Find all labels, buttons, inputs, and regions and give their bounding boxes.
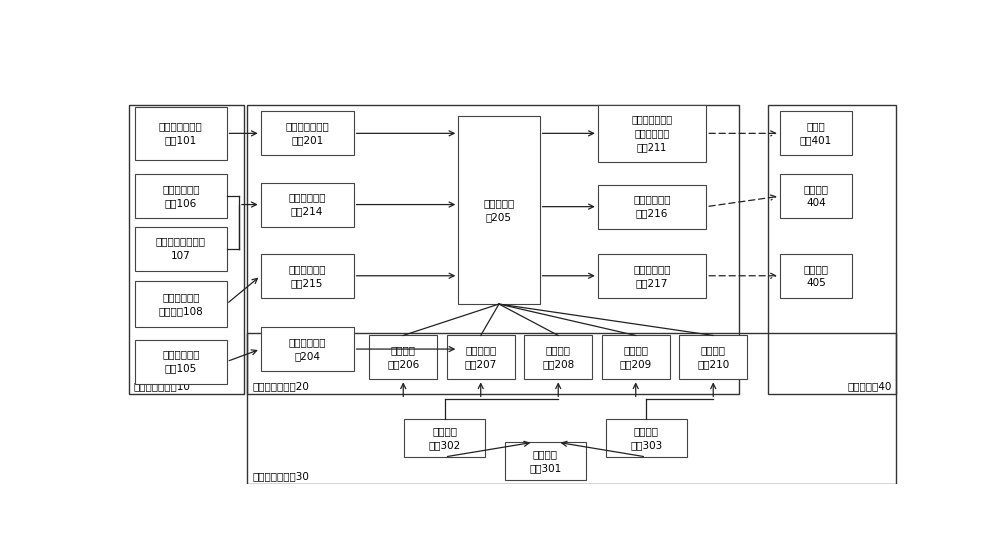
Text: 用户交互子系统30: 用户交互子系统30: [252, 471, 309, 481]
Bar: [129, 105, 244, 394]
Text: 大钩位置测量
单元106: 大钩位置测量 单元106: [162, 184, 200, 208]
Bar: [261, 327, 354, 371]
Text: 泥浆泵泵入钻井
液的速度控制
单元211: 泥浆泵泵入钻井 液的速度控制 单元211: [631, 114, 673, 152]
Text: 动态测量子系统10: 动态测量子系统10: [134, 381, 190, 391]
Text: 泥浆泵泵速测量
单元101: 泥浆泵泵速测量 单元101: [159, 121, 203, 145]
Text: 用户界面
单元301: 用户界面 单元301: [529, 449, 562, 473]
Text: 系统输出
单元303: 系统输出 单元303: [630, 426, 662, 450]
Bar: [598, 105, 706, 162]
Bar: [505, 442, 586, 480]
Bar: [768, 105, 896, 394]
Bar: [458, 115, 540, 304]
Bar: [261, 254, 354, 298]
Bar: [606, 419, 687, 457]
Bar: [780, 112, 852, 156]
Bar: [524, 336, 592, 380]
Text: 大钩位置控制
单元216: 大钩位置控制 单元216: [633, 195, 671, 219]
Text: 工具面采集单
元204: 工具面采集单 元204: [288, 337, 326, 361]
Bar: [598, 254, 706, 298]
Bar: [598, 184, 706, 228]
Text: 用户输入
单元302: 用户输入 单元302: [429, 426, 461, 450]
Bar: [135, 174, 227, 218]
Text: 执行子系统40: 执行子系统40: [847, 381, 891, 391]
Text: 主控程序单
元205: 主控程序单 元205: [483, 198, 515, 222]
Text: 井下随钻测量
单元105: 井下随钻测量 单元105: [162, 350, 200, 374]
Text: 大钩信息采集
单元214: 大钩信息采集 单元214: [288, 193, 326, 217]
Bar: [602, 336, 670, 380]
Text: 泥浆泵泵速采集
单元201: 泥浆泵泵速采集 单元201: [285, 121, 329, 145]
Text: 地层信息
单元208: 地层信息 单元208: [542, 345, 574, 369]
Text: 反馈控制子系统20: 反馈控制子系统20: [252, 381, 309, 391]
Bar: [261, 112, 354, 156]
Bar: [780, 254, 852, 298]
Bar: [447, 336, 515, 380]
Bar: [135, 107, 227, 159]
Bar: [135, 226, 227, 270]
Bar: [404, 419, 485, 457]
Bar: [247, 105, 739, 394]
Bar: [135, 281, 227, 327]
Text: 转盘信息采集
单元215: 转盘信息采集 单元215: [288, 264, 326, 288]
Text: 控制策略
单元209: 控制策略 单元209: [620, 345, 652, 369]
Text: 钻井液信息
单元207: 钻井液信息 单元207: [465, 345, 497, 369]
Text: 转盘单元
405: 转盘单元 405: [803, 264, 828, 288]
Text: 转盘角度扭矩
测量单元108: 转盘角度扭矩 测量单元108: [158, 292, 203, 316]
Text: 大钩单元
404: 大钩单元 404: [803, 184, 828, 208]
Text: 测控信息
单元210: 测控信息 单元210: [697, 345, 729, 369]
Bar: [261, 183, 354, 226]
Bar: [247, 333, 896, 484]
Text: 转盘角度控制
单元217: 转盘角度控制 单元217: [633, 264, 671, 288]
Text: 钻具信息
单元206: 钻具信息 单元206: [387, 345, 419, 369]
Text: 大钩载荷测量单元
107: 大钩载荷测量单元 107: [156, 237, 206, 261]
Text: 泥浆泵
单元401: 泥浆泵 单元401: [800, 121, 832, 145]
Bar: [679, 336, 747, 380]
Bar: [135, 339, 227, 384]
Bar: [780, 174, 852, 218]
Bar: [369, 336, 437, 380]
